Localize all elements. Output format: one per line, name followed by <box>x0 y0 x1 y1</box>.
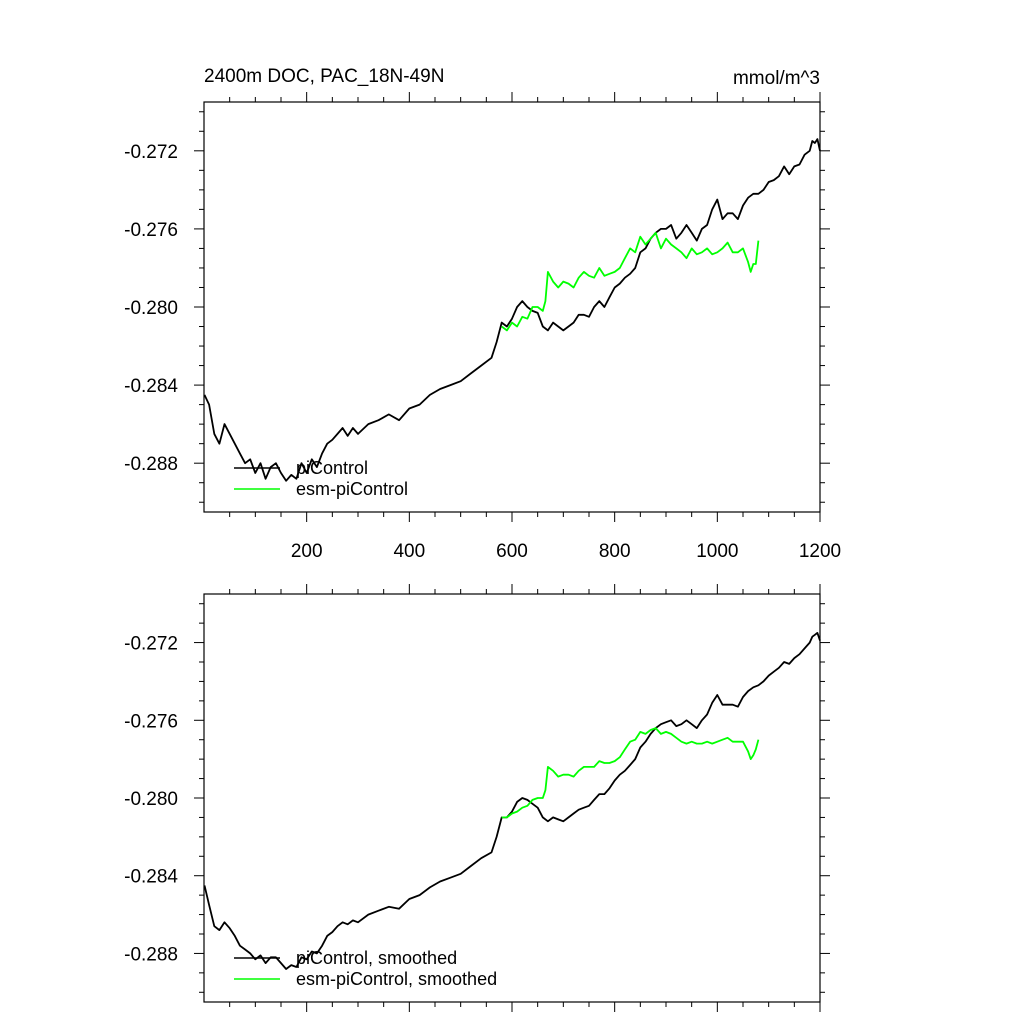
series-line-esm-picontrol <box>501 231 760 332</box>
plot-frame <box>203 101 821 513</box>
y-tick-label: -0.276 <box>124 220 178 241</box>
x-tick-label: 600 <box>496 541 528 562</box>
y-tick-label: -0.272 <box>124 142 178 163</box>
x-tick-label: 1000 <box>696 541 738 562</box>
panel-raw: 200 400 600 800 1000 1200 -0.288 -0.284 -0.280 -0… <box>124 92 841 562</box>
y-tick-label: -0.288 <box>124 944 178 965</box>
y-tick-label: -0.284 <box>124 867 178 888</box>
figure-title: 2400m DOC, PAC_18N-49N <box>204 66 444 87</box>
legend-label: piControl, smoothed <box>296 948 457 968</box>
plot-frame <box>203 593 821 1003</box>
y-tick-label: -0.284 <box>124 376 178 397</box>
legend-label: esm-piControl <box>296 479 408 499</box>
x-tick-label: 400 <box>393 541 425 562</box>
legend-label: piControl <box>296 458 368 478</box>
series-line-esm-picontrol-smoothed <box>501 727 760 819</box>
x-tick-label: 800 <box>599 541 631 562</box>
legend-label: esm-piControl, smoothed <box>296 969 497 989</box>
y-tick-label: -0.280 <box>124 298 178 319</box>
panel-smoothed: -0.288 -0.284 -0.280 -0.276 -0.272 piControl,… <box>124 584 830 1012</box>
units-label: mmol/m^3 <box>733 68 820 89</box>
series-line-picontrol <box>203 138 821 482</box>
series-line-picontrol-smoothed <box>203 632 821 970</box>
x-tick-label: 200 <box>291 541 323 562</box>
y-tick-label: -0.272 <box>124 634 178 655</box>
y-tick-label: -0.288 <box>124 454 178 475</box>
x-tick-label: 1200 <box>799 541 841 562</box>
y-tick-label: -0.280 <box>124 789 178 810</box>
y-tick-label: -0.276 <box>124 711 178 732</box>
